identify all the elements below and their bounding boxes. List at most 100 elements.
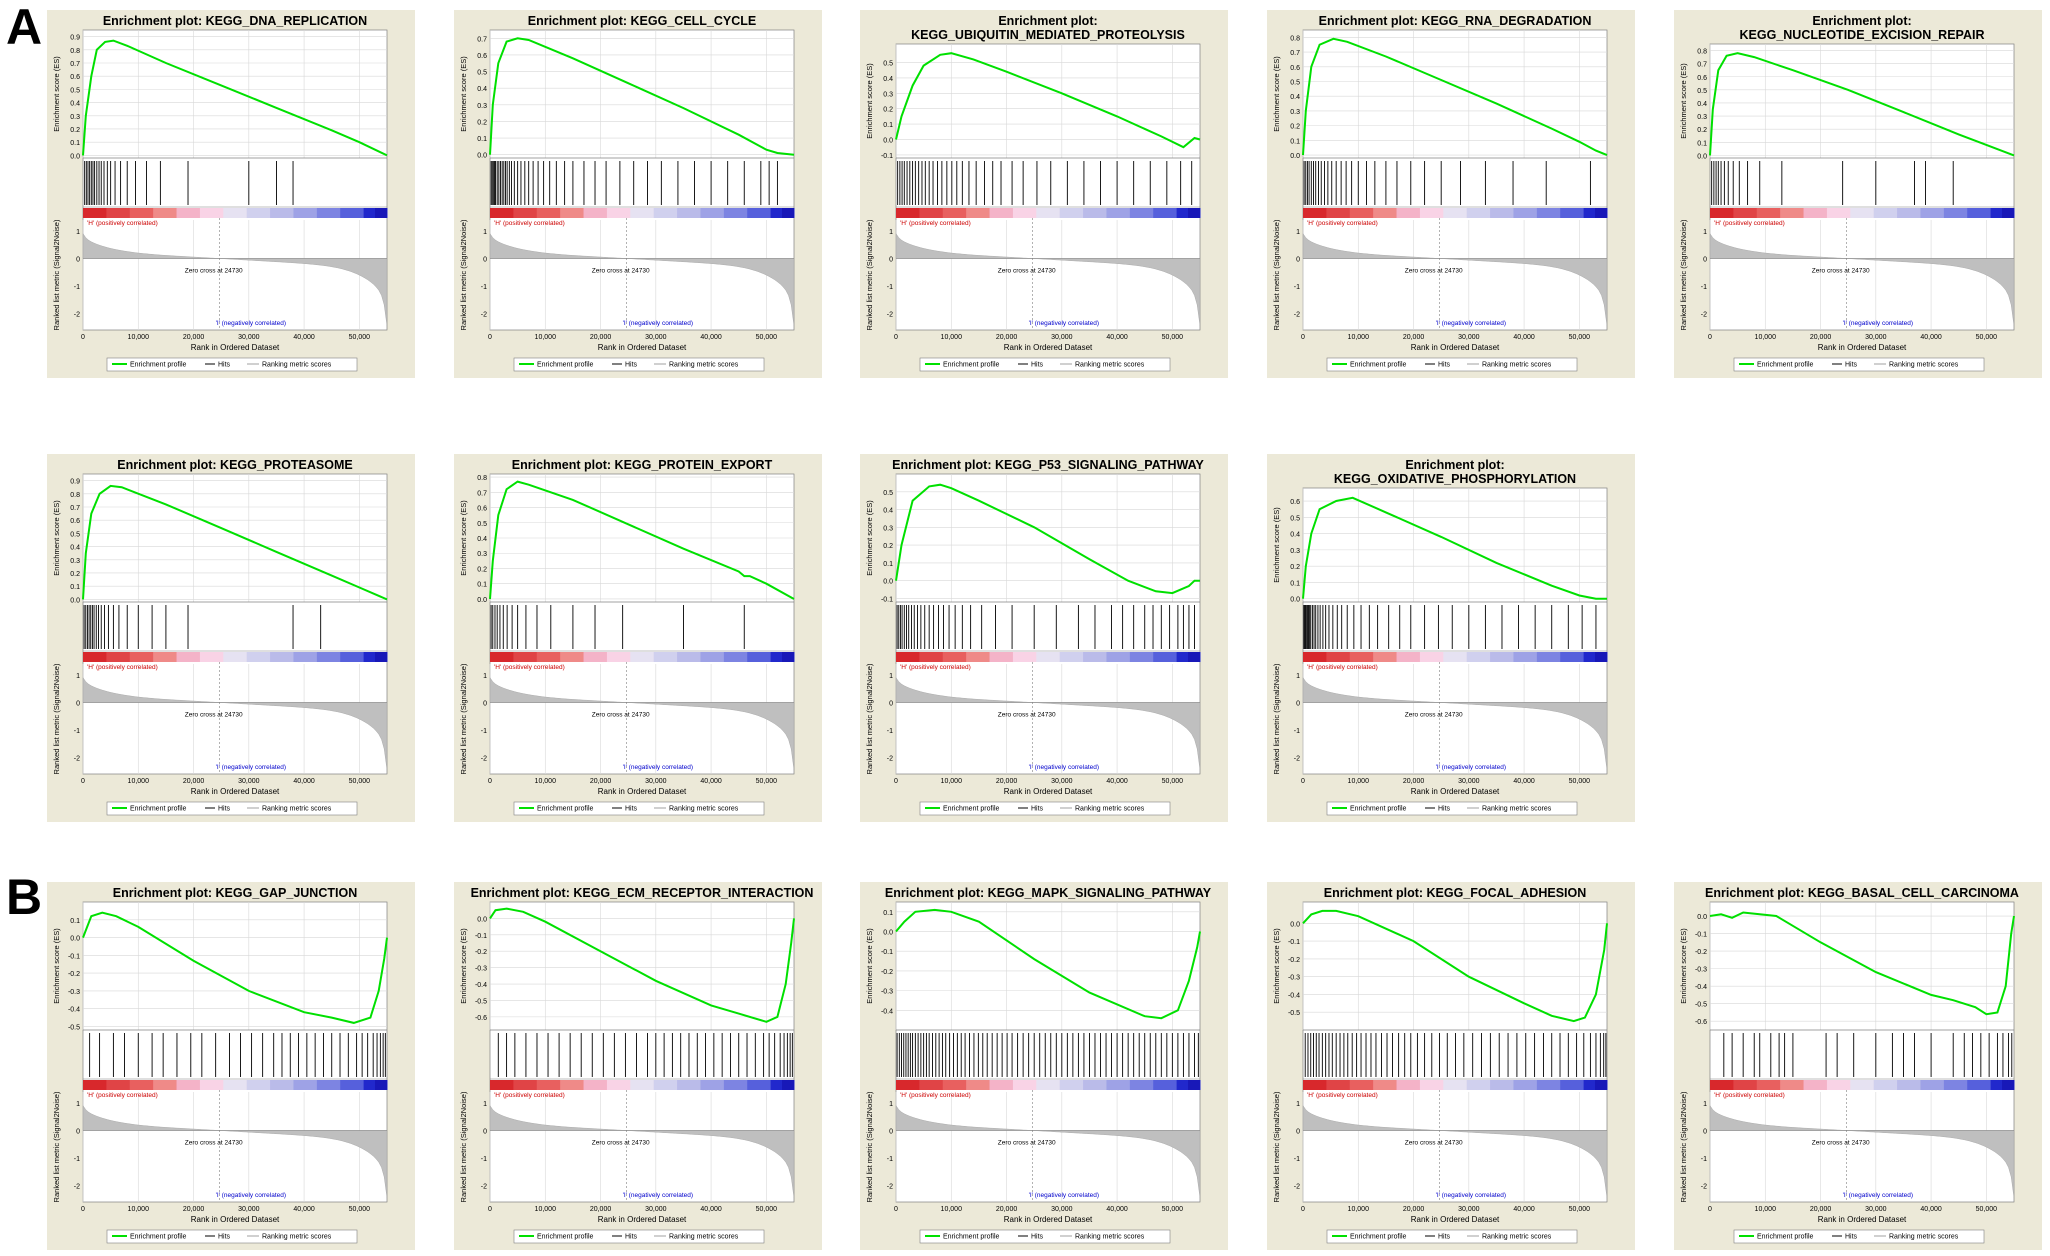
x-tick-label: 40,000 <box>293 778 315 785</box>
ranking-color-band <box>293 652 318 662</box>
legend-profile-label: Enrichment profile <box>130 362 187 369</box>
x-tick-label: 30,000 <box>1051 1206 1073 1213</box>
es-tick-label: -0.6 <box>475 1015 487 1022</box>
es-axis-label: Enrichment score (ES) <box>459 928 468 1004</box>
x-tick-label: 20,000 <box>183 778 205 785</box>
ranking-color-band <box>1396 208 1421 218</box>
ranking-color-band <box>1873 1080 1898 1090</box>
metric-tick-label: 0 <box>483 701 487 708</box>
x-axis-label: Rank in Ordered Dataset <box>1411 343 1500 352</box>
negative-label: 'I' (negatively correlated) <box>623 1192 693 1199</box>
enrichment-profile-line <box>82 39 388 157</box>
metric-axis-label: Ranked list metric (Signal2Noise) <box>459 1091 468 1202</box>
plot-area <box>489 901 795 1203</box>
x-tick-label: 20,000 <box>996 1206 1018 1213</box>
es-tick-label: 0.6 <box>1697 75 1707 82</box>
ranking-color-band <box>1326 208 1351 218</box>
es-tick-label: 0.4 <box>883 76 893 83</box>
es-axis-label: Enrichment score (ES) <box>1679 63 1688 139</box>
es-tick-label: 0.7 <box>477 36 487 43</box>
metric-tick-label: -1 <box>1701 284 1707 291</box>
ranking-color-band <box>176 208 201 218</box>
x-tick-label: 50,000 <box>756 778 778 785</box>
plot-area <box>82 473 388 775</box>
metric-tick-label: 0 <box>76 701 80 708</box>
ranking-color-band <box>270 652 294 662</box>
es-tick-label: -0.5 <box>475 998 487 1005</box>
metric-tick-label: 1 <box>1703 229 1707 236</box>
legend-metric-label: Ranking metric scores <box>262 806 332 813</box>
metric-axis-label: Ranked list metric (Signal2Noise) <box>459 663 468 774</box>
ranking-color-band <box>1059 652 1084 662</box>
legend-profile-label: Enrichment profile <box>943 806 1000 813</box>
ranking-color-band <box>560 1080 585 1090</box>
x-tick-label: 30,000 <box>238 1206 260 1213</box>
zero-cross-label: Zero cross at 24730 <box>1405 712 1463 719</box>
es-tick-label: 0.3 <box>883 91 893 98</box>
legend-hits-label: Hits <box>1438 362 1451 369</box>
zero-cross-label: Zero cross at 24730 <box>1405 268 1463 275</box>
legend-profile-label: Enrichment profile <box>1757 1234 1814 1241</box>
x-axis-label: Rank in Ordered Dataset <box>1004 343 1093 352</box>
ranking-color-band <box>246 1080 271 1090</box>
ranking-color-band <box>1419 208 1444 218</box>
ranking-color-band <box>1536 652 1561 662</box>
es-tick-label: 0.2 <box>1697 127 1707 134</box>
ranking-metric-area <box>1302 676 1608 770</box>
x-tick-label: 30,000 <box>1051 778 1073 785</box>
metric-tick-label: -2 <box>74 1184 80 1191</box>
ranking-color-band <box>293 1080 318 1090</box>
chart-title: KEGG_NUCLEOTIDE_EXCISION_REPAIR <box>1740 28 1985 42</box>
es-tick-label: 0.1 <box>1697 140 1707 147</box>
es-tick-label: 0.6 <box>477 53 487 60</box>
metric-axis-label: Ranked list metric (Signal2Noise) <box>1272 663 1281 774</box>
x-tick-label: 50,000 <box>349 1206 371 1213</box>
es-tick-label: -0.1 <box>1288 939 1300 946</box>
zero-cross-label: Zero cross at 24730 <box>592 1140 650 1147</box>
ranking-color-band <box>1850 1080 1875 1090</box>
ranking-color-band <box>896 208 920 218</box>
legend-hits-label: Hits <box>625 1234 638 1241</box>
ranking-color-band <box>1106 208 1131 218</box>
ranking-color-band <box>653 652 678 662</box>
x-tick-label: 40,000 <box>1106 1206 1128 1213</box>
ranking-color-band <box>199 652 224 662</box>
ranking-color-band <box>583 652 608 662</box>
positive-label: 'H' (positively correlated) <box>1307 1092 1378 1099</box>
ranking-color-band <box>700 652 725 662</box>
legend-box <box>1733 1229 1985 1244</box>
ranking-color-band <box>560 208 585 218</box>
enrichment-profile-line <box>82 911 388 1024</box>
es-tick-label: 0.2 <box>477 566 487 573</box>
x-tick-label: 30,000 <box>1458 334 1480 341</box>
ranking-color-band-end <box>375 208 387 218</box>
ranking-color-band <box>1349 208 1374 218</box>
x-tick-label: 20,000 <box>183 334 205 341</box>
es-axis-label: Enrichment score (ES) <box>1272 507 1281 583</box>
x-tick-label: 50,000 <box>349 334 371 341</box>
legend-hits-label: Hits <box>625 362 638 369</box>
ranking-color-band <box>1850 208 1875 218</box>
metric-tick-label: 1 <box>483 1101 487 1108</box>
es-tick-label: -0.1 <box>475 933 487 940</box>
legend-hits-label: Hits <box>218 1234 231 1241</box>
ranking-color-band <box>1129 208 1154 218</box>
es-tick-label: 0.0 <box>1290 153 1300 160</box>
x-tick-label: 30,000 <box>645 1206 667 1213</box>
gsea-chart-4: Enrichment plot: KEGG_RNA_DEGRADATION 0.0… <box>1267 10 1635 378</box>
x-tick-label: 30,000 <box>645 334 667 341</box>
ranking-color-band <box>630 652 655 662</box>
chart-title: Enrichment plot: KEGG_PROTEIN_EXPORT <box>512 458 773 472</box>
es-axis-label: Enrichment score (ES) <box>52 500 61 576</box>
es-tick-label: 0.3 <box>477 551 487 558</box>
es-tick-label: -0.4 <box>881 1008 893 1015</box>
es-tick-label: 0.2 <box>883 107 893 114</box>
x-tick-label: 20,000 <box>590 334 612 341</box>
x-tick-label: 20,000 <box>590 1206 612 1213</box>
ranking-color-band <box>747 1080 772 1090</box>
ranking-color-band <box>246 652 271 662</box>
metric-tick-label: 0 <box>1296 701 1300 708</box>
ranking-color-band-end <box>1188 208 1200 218</box>
x-tick-label: 50,000 <box>1976 334 1998 341</box>
plot-area <box>1302 29 1608 331</box>
